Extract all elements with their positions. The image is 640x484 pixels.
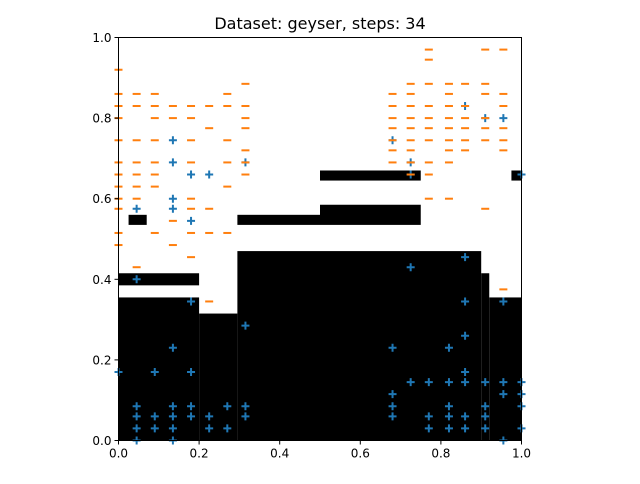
plus-point-57 — [499, 390, 508, 399]
plus-point-43 — [461, 297, 470, 306]
plus-point-42 — [461, 253, 470, 262]
plus-point-53 — [481, 378, 490, 387]
x-tick-label: 0.4 — [270, 447, 289, 461]
chart-title: Dataset: geyser, steps: 34 — [214, 14, 425, 33]
decision-region-9 — [320, 170, 421, 181]
plus-point-69 — [444, 424, 453, 433]
plus-point-54 — [499, 378, 508, 387]
plus-point-63 — [444, 412, 453, 421]
decision-region-5 — [118, 273, 200, 286]
plus-point-22 — [168, 402, 177, 411]
plus-point-60 — [388, 412, 397, 421]
plus-point-21 — [150, 424, 159, 433]
plus-point-49 — [406, 378, 415, 387]
plus-point-56 — [388, 390, 397, 399]
decision-region-1 — [199, 313, 238, 441]
y-tick-label: 1.0 — [92, 31, 111, 45]
plus-point-31 — [223, 424, 232, 433]
plus-point-32 — [241, 402, 250, 411]
x-axis-ticks: 0.0 0.2 0.4 0.6 0.8 1.0 — [109, 440, 531, 461]
plus-point-4 — [168, 194, 177, 203]
x-tick-label: 0.8 — [431, 447, 450, 461]
plus-point-71 — [481, 424, 490, 433]
plus-point-12 — [168, 343, 177, 352]
plus-point-23 — [168, 412, 177, 421]
plus-point-17 — [132, 412, 141, 421]
y-tick-label: 0.8 — [92, 112, 111, 126]
plus-point-45 — [388, 343, 397, 352]
plus-point-30 — [223, 402, 232, 411]
decision-region-4 — [489, 297, 522, 441]
decision-region-3 — [481, 273, 490, 441]
x-tick-label: 0.2 — [190, 447, 209, 461]
plus-point-65 — [481, 402, 490, 411]
y-tick-label: 0.0 — [92, 434, 111, 448]
plus-point-59 — [388, 402, 397, 411]
y-tick-label: 0.2 — [92, 353, 111, 367]
y-axis-ticks: 0.0 0.2 0.4 0.6 0.8 1.0 — [92, 31, 119, 448]
plus-point-41 — [406, 263, 415, 272]
plus-point-44 — [499, 297, 508, 306]
decision-region-8 — [320, 204, 421, 225]
plus-point-50 — [424, 378, 433, 387]
plus-point-20 — [150, 412, 159, 421]
plus-point-52 — [461, 378, 470, 387]
plus-point-1 — [132, 275, 141, 284]
plus-point-11 — [241, 321, 250, 330]
x-tick-label: 0.0 — [109, 447, 128, 461]
plus-point-2 — [168, 136, 177, 145]
plus-point-6 — [187, 170, 196, 179]
y-tick-label: 0.6 — [92, 192, 111, 206]
plus-point-62 — [444, 402, 453, 411]
plus-point-70 — [461, 424, 470, 433]
plus-point-47 — [461, 331, 470, 340]
x-tick-label: 0.6 — [351, 447, 370, 461]
plus-point-26 — [187, 402, 196, 411]
x-tick-label: 1.0 — [512, 447, 531, 461]
plus-point-64 — [461, 412, 470, 421]
plus-point-29 — [205, 424, 214, 433]
plus-point-66 — [481, 412, 490, 421]
plus-point-61 — [424, 412, 433, 421]
plus-point-0 — [132, 204, 141, 213]
plus-point-8 — [205, 170, 214, 179]
plus-point-7 — [187, 216, 196, 225]
axes-frame — [118, 37, 522, 441]
decision-region-6 — [128, 214, 147, 225]
y-tick-label: 0.4 — [92, 273, 111, 287]
plus-point-5 — [168, 204, 177, 213]
plus-point-18 — [132, 424, 141, 433]
plus-point-28 — [205, 412, 214, 421]
plus-point-24 — [168, 424, 177, 433]
decision-region-10 — [511, 170, 522, 181]
plus-point-48 — [461, 367, 470, 376]
plus-point-27 — [187, 412, 196, 421]
plus-point-16 — [132, 402, 141, 411]
plus-point-68 — [424, 424, 433, 433]
decision-region-0 — [118, 297, 200, 441]
plus-point-33 — [241, 412, 250, 421]
plus-point-46 — [444, 343, 453, 352]
plus-point-13 — [150, 367, 159, 376]
plus-point-10 — [187, 297, 196, 306]
plus-point-39 — [499, 114, 508, 123]
decision-region-2 — [237, 251, 482, 441]
plus-point-3 — [168, 158, 177, 167]
decision-region-7 — [237, 214, 320, 225]
plus-point-14 — [187, 367, 196, 376]
plus-point-51 — [444, 378, 453, 387]
